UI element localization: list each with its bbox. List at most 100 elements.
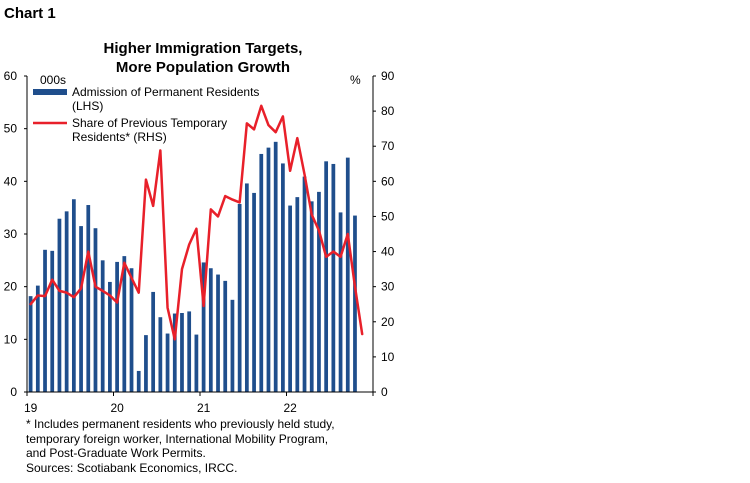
right-axis-unit: % xyxy=(350,73,361,87)
line-point-2022-03 xyxy=(303,173,306,175)
line-point-2020-11 xyxy=(188,243,190,246)
bar-2019-08 xyxy=(79,226,83,392)
bar-2022-01 xyxy=(288,205,292,392)
bar-2019-05 xyxy=(57,218,62,392)
line-point-2019-07 xyxy=(73,296,75,298)
line-point-2020-10 xyxy=(181,268,183,270)
line-point-2019-01 xyxy=(30,303,32,305)
bar-2022-04 xyxy=(309,201,314,392)
right-tick-label-20: 20 xyxy=(381,315,395,329)
right-tick-label-90: 90 xyxy=(381,69,395,83)
bar-2019-03 xyxy=(43,249,47,392)
right-tick-label-80: 80 xyxy=(381,104,395,118)
left-tick-label-0: 0 xyxy=(10,385,17,399)
bar-2020-03 xyxy=(129,268,134,392)
line-point-2021-11 xyxy=(275,131,277,133)
line-point-2020-08 xyxy=(166,307,169,309)
bar-2022-08 xyxy=(338,212,343,392)
bar-2019-06 xyxy=(64,211,69,392)
bar-2021-10 xyxy=(266,147,271,392)
line-point-2020-09 xyxy=(174,338,176,340)
line-point-2019-09 xyxy=(87,250,89,253)
line-point-2019-04 xyxy=(51,279,53,281)
footnote-sources: Sources: Scotiabank Economics, IRCC. xyxy=(26,460,238,475)
right-tick-label-70: 70 xyxy=(381,139,395,153)
line-point-2022-09 xyxy=(347,233,349,235)
legend: Admission of Permanent Residents (LHS) S… xyxy=(33,85,259,144)
bar-2019-11 xyxy=(100,260,105,392)
bar-2021-03 xyxy=(216,274,220,392)
right-tick-label-50: 50 xyxy=(381,209,395,223)
bar-2021-05 xyxy=(230,299,235,392)
line-point-2019-08 xyxy=(80,287,82,290)
bar-2019-10 xyxy=(93,228,98,392)
bar-2020-07 xyxy=(158,317,163,392)
line-point-2020-03 xyxy=(130,277,133,279)
line-point-2020-05 xyxy=(145,178,147,181)
line-point-2020-06 xyxy=(152,205,154,207)
bar-2022-05 xyxy=(317,191,321,392)
line-point-2019-05 xyxy=(58,290,61,292)
line-point-2021-02 xyxy=(210,208,212,211)
footnote: * Includes permanent residents who previ… xyxy=(26,417,335,475)
legend-line-line-1: Share of Previous Temporary xyxy=(72,116,227,130)
line-point-2020-04 xyxy=(138,292,140,294)
bar-2022-03 xyxy=(302,176,307,392)
x-tick-label-21: 21 xyxy=(197,401,211,415)
bar-2021-02 xyxy=(208,268,213,392)
line-point-2022-01 xyxy=(289,170,291,172)
left-axis-unit: 000s xyxy=(40,73,66,87)
bar-2020-04 xyxy=(136,370,141,392)
x-tick-label-19: 19 xyxy=(24,401,38,415)
line-point-2021-12 xyxy=(282,115,284,117)
line-point-2022-10 xyxy=(354,286,356,288)
line-point-2020-12 xyxy=(195,228,197,230)
line-point-2019-02 xyxy=(37,294,39,297)
bar-2019-09 xyxy=(86,205,91,392)
line-point-2021-09 xyxy=(260,105,262,107)
legend-swatch-bars xyxy=(33,89,67,95)
bar-2019-04 xyxy=(50,250,55,392)
line-point-2020-07 xyxy=(159,149,161,152)
axes-layer: 0 10 20 30 40 50 60 0 10 20 30 40 50 60 70 80 90 19 20 21 22 xyxy=(4,69,395,415)
line-point-2022-07 xyxy=(332,250,334,253)
right-tick-label-60: 60 xyxy=(381,174,395,188)
left-tick-label-50: 50 xyxy=(4,122,18,136)
bar-2021-06 xyxy=(237,203,242,392)
bar-2021-08 xyxy=(252,192,256,392)
chart-title-line-2: More Population Growth xyxy=(116,59,290,76)
right-tick-label-0: 0 xyxy=(381,385,388,399)
legend-line-line-2: Residents* (RHS) xyxy=(72,130,167,144)
bar-2020-10 xyxy=(180,313,184,392)
footnote-line-2: temporary foreign worker, International … xyxy=(26,431,329,446)
line-point-2022-05 xyxy=(318,229,320,232)
left-tick-label-30: 30 xyxy=(4,227,18,241)
bar-2021-04 xyxy=(223,280,228,392)
bar-2020-01 xyxy=(115,261,119,392)
bar-2021-01 xyxy=(201,262,206,392)
x-tick-label-20: 20 xyxy=(111,401,125,415)
bar-2021-12 xyxy=(281,163,285,392)
line-point-2021-06 xyxy=(239,201,241,203)
bar-2020-11 xyxy=(187,311,192,392)
bar-2019-01 xyxy=(28,296,33,392)
line-point-2021-07 xyxy=(246,122,248,124)
right-tick-label-30: 30 xyxy=(381,280,395,294)
line-point-2022-06 xyxy=(325,256,327,258)
bar-2021-09 xyxy=(259,153,264,392)
bar-2020-08 xyxy=(165,333,170,392)
line-point-2020-01 xyxy=(116,301,118,304)
legend-bars-line-1: Admission of Permanent Residents xyxy=(72,85,259,99)
bars-layer xyxy=(28,141,357,392)
line-layer xyxy=(29,104,364,341)
line-point-2019-06 xyxy=(66,292,68,294)
bar-2019-12 xyxy=(108,281,112,392)
left-tick-label-60: 60 xyxy=(4,69,18,83)
footnote-line-3: and Post-Graduate Work Permits. xyxy=(26,446,206,460)
bar-2022-10 xyxy=(353,215,357,392)
bar-2019-02 xyxy=(35,285,40,392)
left-tick-label-40: 40 xyxy=(4,174,18,188)
line-point-2021-01 xyxy=(203,305,205,307)
bar-2022-06 xyxy=(324,161,329,392)
